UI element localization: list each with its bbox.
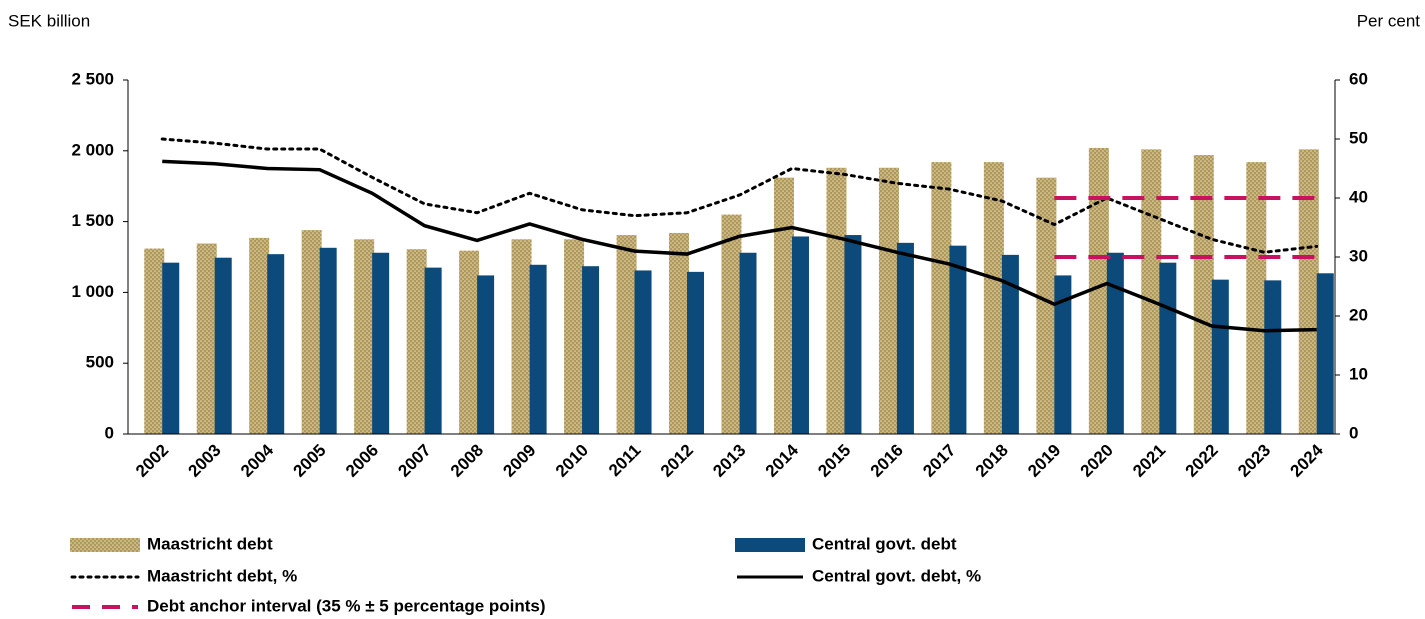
bar	[424, 267, 442, 434]
bar	[931, 162, 952, 435]
x-tick-label: 2014	[762, 440, 803, 481]
bar	[1054, 275, 1072, 434]
bar	[1141, 149, 1162, 434]
y-tick-label: 1 500	[71, 211, 114, 230]
x-tick-label: 2006	[342, 441, 382, 481]
bar	[669, 232, 690, 434]
bar	[582, 266, 600, 434]
x-tick-label: 2004	[237, 440, 278, 481]
x-tick-label: 2022	[1182, 441, 1222, 481]
legend-label: Central govt. debt	[812, 534, 957, 553]
x-tick-label: 2005	[289, 441, 329, 481]
bar	[511, 239, 532, 434]
legend-label: Central govt. debt, %	[812, 566, 981, 585]
line	[162, 159, 1317, 333]
x-tick-label: 2019	[1024, 441, 1064, 481]
y2-tick-label: 20	[1349, 305, 1368, 324]
bar	[844, 235, 862, 434]
x-tick-label: 2013	[709, 441, 749, 481]
x-tick-label: 2002	[132, 441, 172, 481]
x-tick-label: 2010	[552, 441, 592, 481]
bar	[616, 235, 637, 434]
y-tick-label: 500	[86, 353, 114, 372]
bar	[459, 250, 480, 434]
legend-label: Maastricht debt	[147, 534, 273, 553]
bar	[1264, 280, 1282, 434]
x-tick-label: 2003	[185, 441, 225, 481]
y2-tick-label: 40	[1349, 187, 1368, 206]
bar	[406, 249, 427, 434]
bar	[162, 262, 180, 434]
x-tick-label: 2023	[1234, 441, 1274, 481]
x-tick-label: 2021	[1129, 441, 1169, 481]
bar	[1298, 149, 1319, 434]
x-tick-label: 2018	[972, 441, 1012, 481]
y-tick-label: 0	[105, 423, 114, 442]
bar	[634, 270, 652, 434]
x-tick-label: 2012	[657, 441, 697, 481]
bar	[529, 264, 547, 434]
bar	[687, 271, 705, 434]
bar	[1211, 279, 1229, 434]
y2-tick-label: 10	[1349, 364, 1368, 383]
y-tick-label: 2 000	[71, 140, 114, 159]
bar	[1246, 162, 1267, 435]
y2-tick-label: 60	[1349, 69, 1368, 88]
x-tick-label: 2016	[867, 441, 907, 481]
x-tick-label: 2008	[447, 441, 487, 481]
y-tick-label: 1 000	[71, 282, 114, 301]
x-tick-label: 2007	[394, 441, 434, 481]
y2-axis-title: Per cent	[1357, 11, 1421, 30]
x-tick-label: 2020	[1077, 441, 1117, 481]
bar	[721, 214, 742, 434]
bar	[896, 242, 914, 434]
bar	[1001, 254, 1019, 434]
bar	[477, 275, 495, 434]
line	[160, 137, 1319, 254]
bar	[739, 252, 757, 434]
bar	[301, 230, 322, 434]
x-tick-label: 2017	[919, 441, 959, 481]
x-tick-label: 2024	[1287, 440, 1328, 481]
legend-swatch	[70, 538, 140, 552]
bar	[372, 252, 390, 434]
bar	[319, 247, 337, 434]
y-axis-title: SEK billion	[8, 11, 90, 30]
bar	[826, 167, 847, 435]
legend-label: Maastricht debt, %	[147, 566, 297, 585]
bar	[354, 239, 375, 434]
y2-tick-label: 0	[1349, 423, 1358, 442]
bar	[949, 245, 967, 434]
x-tick-label: 2011	[605, 441, 645, 481]
bar	[144, 248, 165, 434]
bar	[791, 236, 809, 434]
y2-tick-label: 50	[1349, 128, 1368, 147]
bar	[983, 162, 1004, 435]
bar	[1159, 262, 1177, 434]
bar	[1036, 177, 1057, 435]
bar	[1106, 252, 1124, 434]
bar	[1193, 155, 1214, 434]
y-tick-label: 2 500	[71, 69, 114, 88]
bar	[1316, 273, 1334, 434]
bar	[773, 177, 794, 435]
y2-tick-label: 30	[1349, 246, 1368, 265]
bar	[1088, 147, 1109, 434]
bar	[564, 239, 585, 434]
bar	[214, 257, 232, 434]
legend-label: Debt anchor interval (35 % ± 5 percentag…	[147, 596, 546, 615]
x-tick-label: 2015	[814, 441, 854, 481]
bar	[878, 167, 899, 435]
bar	[196, 243, 217, 434]
bar	[267, 254, 285, 434]
legend-swatch	[735, 538, 805, 552]
bar	[249, 237, 270, 434]
x-tick-label: 2009	[499, 441, 539, 481]
